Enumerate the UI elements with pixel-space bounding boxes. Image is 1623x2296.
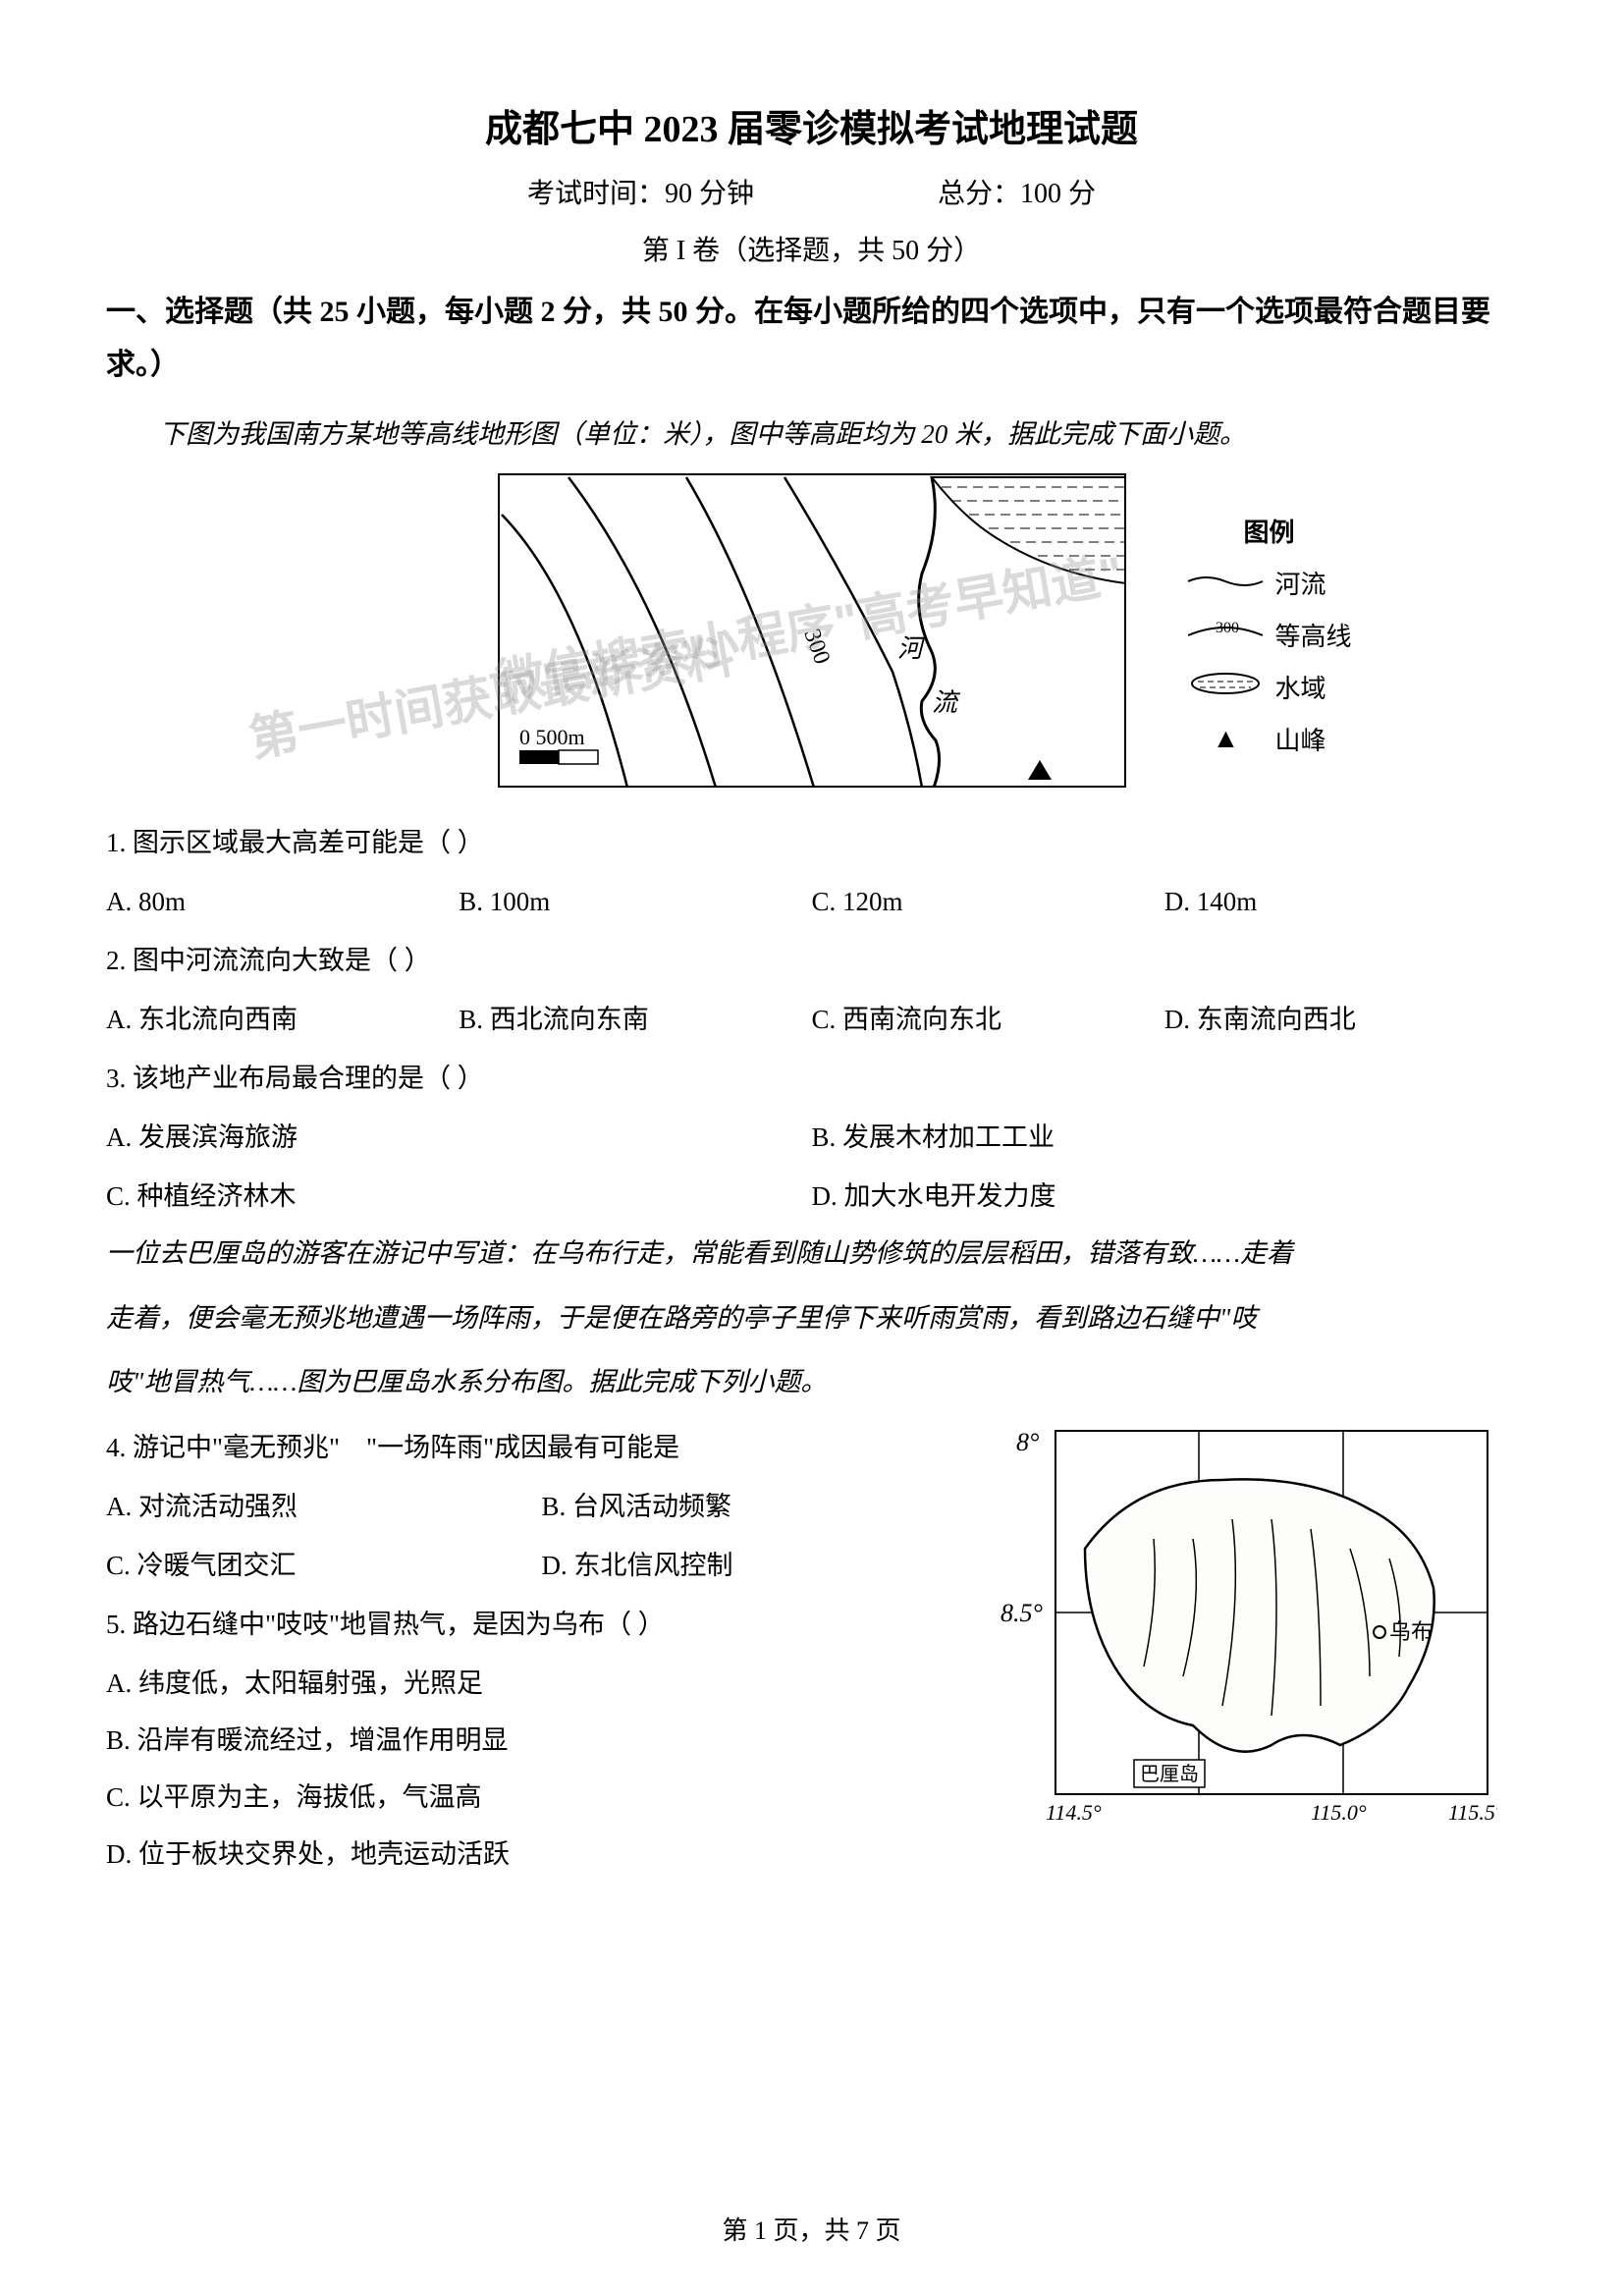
q4-options-row2: C. 冷暖气团交汇 D. 东北信风控制 (106, 1539, 977, 1592)
contour-symbol: 300 (1186, 620, 1265, 650)
scale-label: 0 500m (519, 725, 585, 749)
lon-right: 115.5° (1448, 1800, 1497, 1825)
q4-options-row1: A. 对流活动强烈 B. 台风活动频繁 (106, 1480, 977, 1533)
q5-opt-a: A. 纬度低，太阳辐射强，光照足 (106, 1657, 977, 1710)
q4-opt-a: A. 对流活动强烈 (106, 1480, 542, 1533)
water-symbol (1186, 672, 1265, 702)
q3-opt-d: D. 加大水电开发力度 (812, 1170, 1518, 1223)
legend-river-label: 河流 (1274, 565, 1325, 601)
svg-text:300: 300 (1216, 620, 1239, 636)
legend-contour-label: 等高线 (1274, 617, 1351, 653)
peak-symbol: ▲ (1186, 724, 1265, 755)
page-title: 成都七中 2023 届零诊模拟考试地理试题 (106, 98, 1517, 152)
question-1: 1. 图示区域最大高差可能是（ ） (106, 816, 1517, 869)
river-label-1: 河 (897, 634, 928, 663)
river-label-2: 流 (932, 688, 961, 717)
map-legend: 图例 河流 300 等高线 水域 ▲ 山峰 (1186, 513, 1351, 773)
legend-peak: ▲ 山峰 (1186, 721, 1351, 757)
island-label: 巴厘岛 (1140, 1763, 1199, 1785)
question-4: 4. 游记中"毫无预兆" "一场阵雨"成因最有可能是 (106, 1421, 977, 1474)
figure-1-container: 300 河 流 0 500m 图例 河流 300 (106, 473, 1517, 793)
q2-opt-c: C. 西南流向东北 (812, 993, 1164, 1046)
question-2: 2. 图中河流流向大致是（ ） (106, 934, 1517, 987)
q3-options-row2: C. 种植经济林木 D. 加大水电开发力度 (106, 1170, 1517, 1223)
q3-opt-a: A. 发展滨海旅游 (106, 1111, 812, 1164)
q2-options: A. 东北流向西南 B. 西北流向东南 C. 西南流向东北 D. 东南流向西北 (106, 993, 1517, 1046)
lat-top: 8° (1016, 1428, 1039, 1456)
instruction-text: 一、选择题（共 25 小题，每小题 2 分，共 50 分。在每小题所给的四个选项… (106, 286, 1517, 392)
q5-opt-d: D. 位于板块交界处，地壳运动活跃 (106, 1828, 977, 1881)
lon-mid: 115.0° (1311, 1800, 1367, 1825)
q2-opt-b: B. 西北流向东南 (459, 993, 811, 1046)
exam-meta: 考试时间：90 分钟 总分：100 分 (106, 172, 1517, 211)
q1-opt-d: D. 140m (1164, 875, 1517, 928)
q4-opt-d: D. 东北信风控制 (542, 1539, 978, 1592)
passage-2-line3: 吱"地冒热气……图为巴厘岛水系分布图。据此完成下列小题。 (106, 1357, 1517, 1407)
q3-opt-b: B. 发展木材加工工业 (812, 1111, 1518, 1164)
q5-opt-b: B. 沿岸有暖流经过，增温作用明显 (106, 1714, 977, 1767)
passage-1: 下图为我国南方某地等高线地形图（单位：米），图中等高距均为 20 米，据此完成下… (106, 410, 1517, 460)
total-score: 总分：100 分 (938, 179, 1096, 209)
contour-300-label: 300 (798, 626, 835, 668)
bali-map: 乌布 巴厘岛 8° 8.5° 114.5° 115.0° 115.5° (997, 1421, 1497, 1833)
q2-opt-a: A. 东北流向西南 (106, 993, 459, 1046)
city-label: 乌布 (1389, 1619, 1433, 1644)
section-header: 第 I 卷（选择题，共 50 分） (106, 229, 1517, 268)
legend-river: 河流 (1186, 565, 1351, 601)
q1-options: A. 80m B. 100m C. 120m D. 140m (106, 875, 1517, 928)
q1-opt-b: B. 100m (459, 875, 811, 928)
question-3: 3. 该地产业布局最合理的是（ ） (106, 1052, 1517, 1105)
q4-opt-b: B. 台风活动频繁 (542, 1480, 978, 1533)
q3-options-row1: A. 发展滨海旅游 B. 发展木材加工工业 (106, 1111, 1517, 1164)
peak-triangle (1028, 760, 1052, 780)
q1-opt-c: C. 120m (812, 875, 1164, 928)
q2-opt-d: D. 东南流向西北 (1164, 993, 1517, 1046)
passage-2-line1: 一位去巴厘岛的游客在游记中写道：在乌布行走，常能看到随山势修筑的层层稻田，错落有… (106, 1229, 1517, 1279)
passage-2-line2: 走着，便会毫无预兆地遭遇一场阵雨，于是便在路旁的亭子里停下来听雨赏雨，看到路边石… (106, 1293, 1517, 1343)
contour-map: 300 河 流 0 500m (498, 473, 1126, 788)
legend-peak-label: 山峰 (1274, 721, 1325, 757)
exam-time: 考试时间：90 分钟 (527, 172, 754, 211)
river-symbol (1186, 569, 1265, 598)
lat-bottom: 8.5° (1001, 1599, 1043, 1627)
question-5: 5. 路边石缝中"吱吱"地冒热气，是因为乌布（ ） (106, 1598, 977, 1651)
legend-title: 图例 (1186, 513, 1351, 549)
q4-opt-c: C. 冷暖气团交汇 (106, 1539, 542, 1592)
q5-opt-c: C. 以平原为主，海拔低，气温高 (106, 1771, 977, 1824)
q3-opt-c: C. 种植经济林木 (106, 1170, 812, 1223)
legend-water: 水域 (1186, 669, 1351, 705)
q1-opt-a: A. 80m (106, 875, 459, 928)
figure-2-container: 乌布 巴厘岛 8° 8.5° 114.5° 115.0° 115.5° (997, 1421, 1517, 1838)
page-footer: 第 1 页，共 7 页 (0, 2211, 1623, 2247)
lon-left: 114.5° (1046, 1800, 1102, 1825)
legend-water-label: 水域 (1274, 669, 1325, 705)
legend-contour: 300 等高线 (1186, 617, 1351, 653)
